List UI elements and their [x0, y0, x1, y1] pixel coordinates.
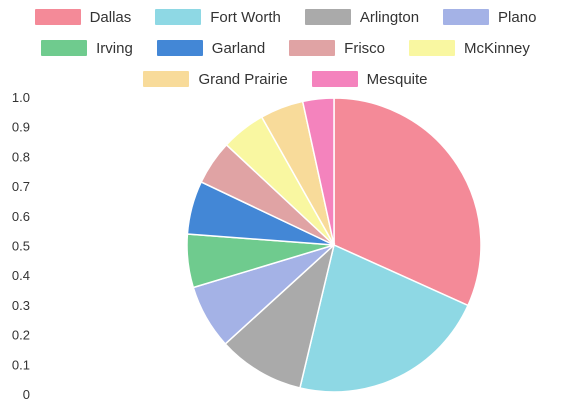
legend-item-mesquite[interactable]: Mesquite	[311, 70, 428, 88]
legend-item-arlington[interactable]: Arlington	[304, 8, 420, 26]
legend-label-arlington: Arlington	[359, 8, 420, 26]
legend-swatch-mckinney	[409, 40, 456, 56]
legend-row-2: Irving Garland Frisco McKinney	[0, 34, 571, 62]
legend-row-3: Grand Prairie Mesquite	[0, 65, 571, 93]
legend-label-fort-worth: Fort Worth	[210, 8, 281, 26]
legend-item-dallas[interactable]: Dallas	[34, 8, 132, 26]
pie-slice-fort-worth[interactable]	[299, 243, 469, 393]
legend-item-plano[interactable]: Plano	[443, 9, 536, 26]
legend-swatch-frisco	[289, 40, 336, 56]
y-tick-label: 1.0	[12, 90, 30, 105]
legend-swatch-irving	[41, 40, 88, 56]
legend-swatch-plano	[443, 9, 490, 25]
y-tick-label: 0.1	[12, 357, 30, 372]
y-tick-label: 0.5	[12, 239, 30, 254]
y-axis: 1.0 0.9 0.8 0.7 0.6 0.5 0.4 0.3 0.2 0.1 0	[12, 90, 30, 402]
y-tick-label: 0.4	[12, 268, 30, 283]
y-tick-label: 0.9	[12, 120, 30, 135]
legend: Dallas Fort Worth Arlington Plano Irving	[0, 0, 571, 92]
legend-item-fort-worth[interactable]: Fort Worth	[155, 9, 281, 26]
legend-swatch-dallas	[34, 9, 81, 25]
legend-item-frisco[interactable]: Frisco	[289, 40, 385, 57]
y-tick-label: 0.7	[12, 179, 30, 194]
y-tick-label: 0.2	[12, 328, 30, 343]
legend-item-irving[interactable]: Irving	[41, 40, 133, 57]
legend-swatch-arlington	[304, 9, 351, 25]
legend-label-plano: Plano	[498, 8, 537, 26]
pie-slices	[186, 97, 482, 393]
legend-label-frisco: Frisco	[344, 39, 386, 57]
legend-item-garland[interactable]: Garland	[156, 39, 266, 57]
pie-slice-arlington[interactable]	[224, 242, 336, 389]
legend-swatch-fort-worth	[155, 9, 202, 25]
legend-label-mesquite: Mesquite	[366, 70, 428, 88]
legend-label-garland: Garland	[211, 39, 266, 57]
legend-label-mckinney: McKinney	[464, 39, 530, 57]
legend-row-1: Dallas Fort Worth Arlington Plano	[0, 3, 571, 31]
y-tick-label: 0.3	[12, 298, 30, 313]
legend-label-dallas: Dallas	[89, 8, 132, 26]
legend-swatch-grand-prairie	[143, 71, 190, 87]
legend-item-mckinney[interactable]: McKinney	[409, 40, 530, 57]
legend-item-grand-prairie[interactable]: Grand Prairie	[143, 70, 288, 88]
legend-label-grand-prairie: Grand Prairie	[198, 70, 288, 88]
pie-slice-dallas[interactable]	[333, 97, 482, 307]
y-tick-label: 0	[23, 387, 30, 402]
legend-label-irving: Irving	[96, 39, 133, 57]
y-tick-label: 0.8	[12, 149, 30, 164]
legend-swatch-mesquite	[311, 71, 358, 87]
y-tick-label: 0.6	[12, 209, 30, 224]
legend-swatch-garland	[156, 40, 203, 56]
pie-slice-mesquite[interactable]	[301, 97, 335, 246]
